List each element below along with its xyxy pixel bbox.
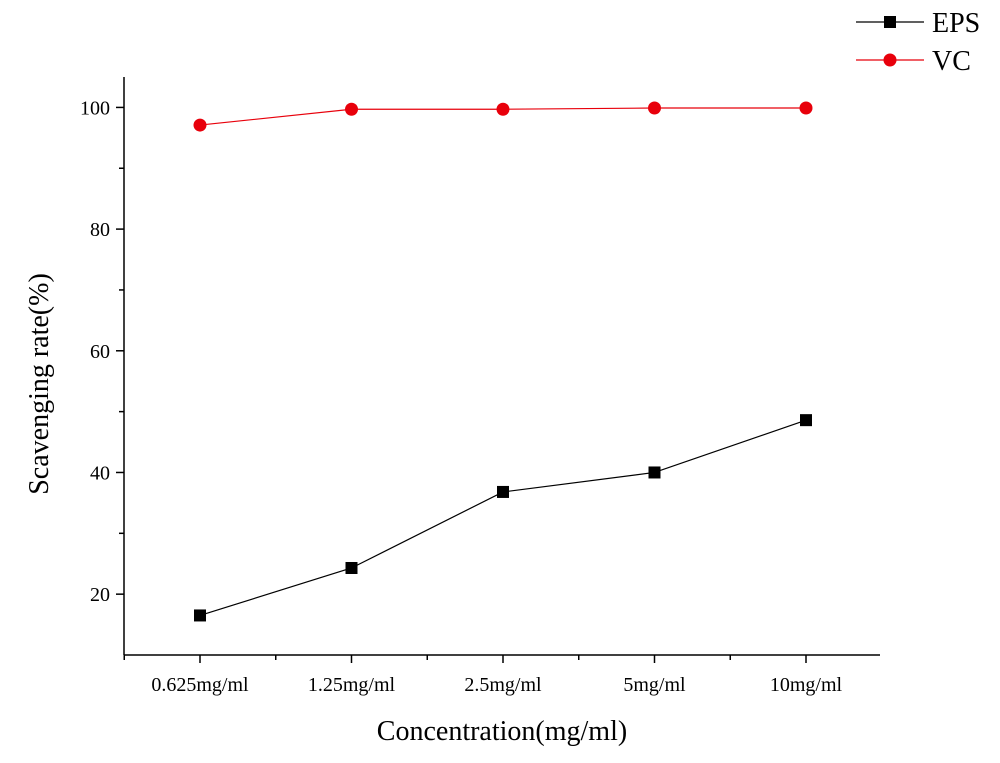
y-axis-title: Scavenging rate(%) bbox=[24, 273, 55, 495]
data-point-eps bbox=[345, 561, 358, 574]
data-point-vc bbox=[648, 101, 661, 115]
x-tick-label: 2.5mg/ml bbox=[464, 674, 542, 696]
x-tick-label: 0.625mg/ml bbox=[151, 674, 249, 696]
axes bbox=[123, 77, 880, 656]
x-tick-label: 10mg/ml bbox=[770, 674, 843, 696]
series-line-eps bbox=[199, 419, 807, 617]
legend-marker-eps bbox=[884, 16, 896, 28]
data-point-vc bbox=[345, 102, 358, 116]
data-point-eps bbox=[194, 609, 206, 622]
x-tick-label: 5mg/ml bbox=[623, 674, 686, 696]
y-tick-label: 40 bbox=[90, 462, 110, 484]
data-point-eps bbox=[648, 466, 661, 479]
y-tick-label: 100 bbox=[80, 97, 110, 119]
data-point-eps bbox=[497, 485, 509, 498]
y-ticks: 20 40 60 80 100 bbox=[80, 97, 124, 606]
legend: EPS VC bbox=[856, 8, 980, 77]
series-layer bbox=[193, 101, 813, 622]
data-point-vc bbox=[193, 118, 207, 132]
data-point-vc bbox=[496, 102, 510, 116]
y-tick-label: 80 bbox=[90, 219, 110, 241]
x-axis-title: Concentration(mg/ml) bbox=[377, 716, 627, 747]
x-tick-label: 1.25mg/ml bbox=[308, 674, 396, 696]
data-point-vc bbox=[799, 101, 813, 115]
data-point-eps bbox=[800, 414, 812, 427]
legend-label-vc: VC bbox=[932, 46, 971, 77]
legend-label-eps: EPS bbox=[932, 8, 980, 39]
y-tick-label: 60 bbox=[90, 341, 110, 363]
y-tick-label: 20 bbox=[90, 584, 110, 606]
legend-marker-vc bbox=[883, 53, 897, 67]
x-ticks: 0.625mg/ml 1.25mg/ml 2.5mg/ml 5mg/ml 10mg/ml bbox=[123, 655, 843, 696]
